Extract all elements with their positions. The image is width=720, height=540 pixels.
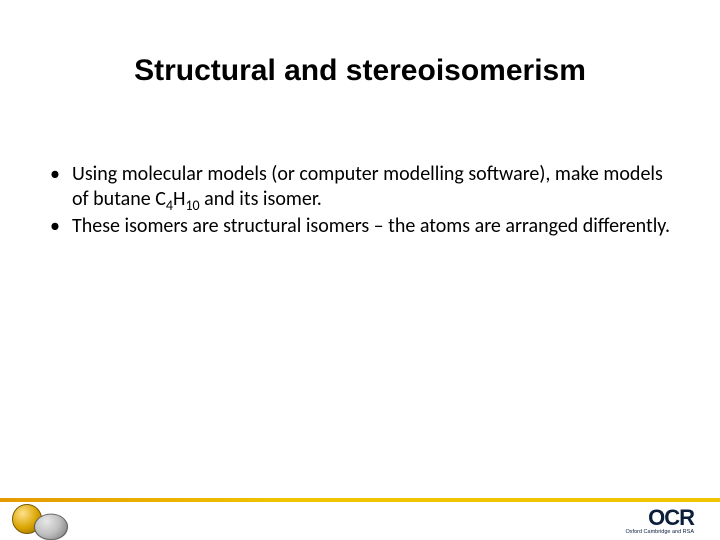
subscript: 4	[166, 197, 173, 214]
slide-container: Structural and stereoisomerism Using mol…	[0, 0, 720, 540]
subscript: 10	[185, 197, 199, 214]
footer-main: OCR Oxford Cambridge and RSA	[0, 502, 720, 540]
bullet-text-part: and its isomer.	[200, 187, 322, 211]
bullet-text-part: Using molecular models (or computer mode…	[72, 162, 663, 211]
ocr-logo-text: OCR	[648, 507, 694, 529]
bullet-item: Using molecular models (or computer mode…	[48, 162, 672, 212]
ocr-logo: OCR Oxford Cambridge and RSA	[626, 507, 694, 536]
bullet-text-part: H	[173, 187, 185, 211]
ocr-logo-tagline: Oxford Cambridge and RSA	[626, 530, 694, 536]
bullet-item: These isomers are structural isomers – t…	[48, 214, 672, 239]
coins-icon	[12, 504, 70, 538]
slide-title: Structural and stereoisomerism	[0, 54, 720, 88]
bullet-text: These isomers are structural isomers – t…	[72, 214, 670, 238]
footer-bar: OCR Oxford Cambridge and RSA	[0, 498, 720, 540]
coin-front-icon	[33, 514, 70, 540]
slide-body: Using molecular models (or computer mode…	[48, 162, 672, 241]
